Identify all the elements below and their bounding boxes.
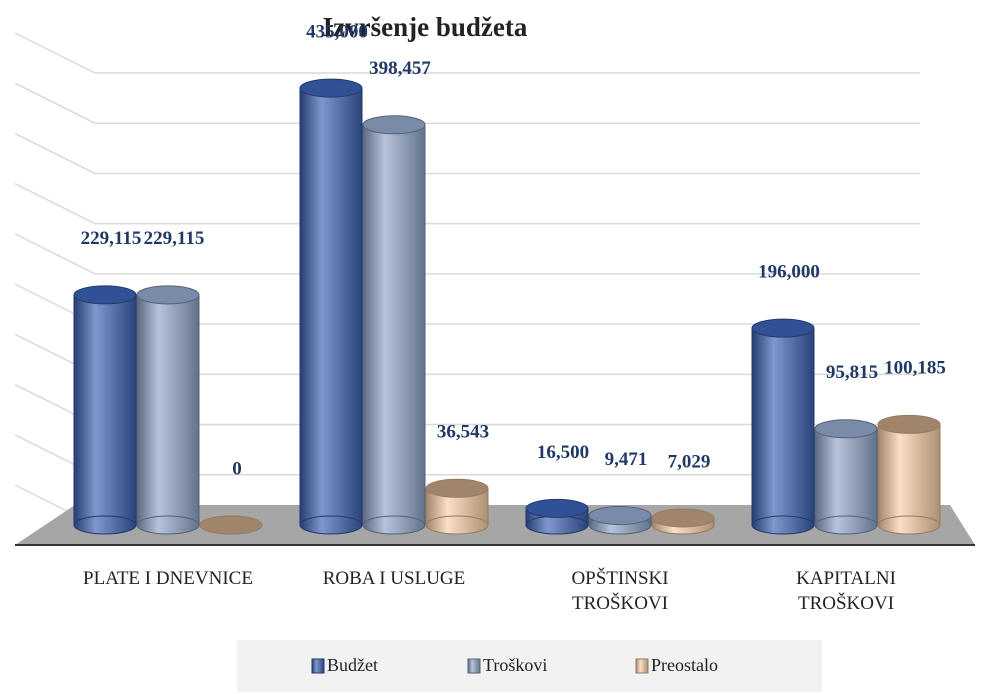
data-label: 100,185 [884, 358, 946, 379]
cylinder-body [137, 294, 199, 525]
grid-line [14, 82, 920, 124]
cylinder-body [300, 88, 362, 526]
cylinder-top [651, 508, 715, 528]
cylinder-bottom [877, 515, 941, 535]
cylinder-top [588, 505, 652, 525]
cylinder-bottom [362, 515, 426, 535]
cylinder-bottom [425, 515, 489, 535]
cylinder [362, 115, 426, 535]
grid-line [14, 32, 920, 74]
cylinder-body [74, 294, 136, 525]
grid-line [14, 182, 920, 225]
cylinder-bottom [73, 515, 137, 535]
cylinder [651, 508, 715, 535]
cylinder-body [363, 124, 425, 525]
cylinder-top [73, 285, 137, 305]
cylinder-top [425, 478, 489, 498]
legend-swatch [467, 658, 481, 674]
data-label: 196,000 [758, 261, 820, 282]
data-label: 16,500 [537, 442, 589, 463]
cylinder-bottom [751, 515, 815, 535]
cylinder-top [199, 515, 263, 535]
data-label: 36,543 [437, 422, 489, 443]
x-tick-label: PLATE I DNEVNICE [83, 568, 253, 589]
data-label: 9,471 [605, 449, 648, 470]
cylinder-bottom [299, 515, 363, 535]
cylinder-body [878, 424, 940, 525]
cylinder-bottom [525, 515, 589, 535]
data-label: 0 [232, 458, 242, 479]
cylinder [814, 419, 878, 535]
legend-label: Preostalo [651, 655, 718, 675]
chart-title: Izvršenje budžeta [323, 12, 528, 42]
cylinder [425, 478, 489, 535]
cylinder [751, 318, 815, 535]
legend-label: Troškovi [483, 655, 547, 675]
cylinder-top [814, 419, 878, 439]
x-tick-label: KAPITALNI TROŠKOVI [796, 568, 896, 614]
x-tick-label: ROBA I USLUGE [322, 568, 466, 589]
legend-swatch [635, 658, 649, 674]
data-label: 435,000 [306, 21, 368, 42]
cylinder-top [362, 115, 426, 135]
cylinder-top [877, 414, 941, 434]
cylinder-top [525, 498, 589, 518]
cylinder [199, 515, 263, 535]
cylinder-body [752, 328, 814, 525]
x-tick-label: OPŠTINSKI TROŠKOVI [571, 568, 669, 614]
data-label: 398,457 [369, 58, 431, 79]
cylinder-top [299, 78, 363, 98]
cylinder [136, 285, 200, 535]
cylinder-top [136, 285, 200, 305]
grid-line [14, 132, 920, 175]
cylinder [525, 498, 589, 535]
cylinder [877, 414, 941, 535]
cylinder-body [815, 428, 877, 525]
cylinder [73, 285, 137, 535]
data-label: 7,029 [668, 451, 711, 472]
data-label: 95,815 [826, 362, 878, 383]
cylinder-bottom [814, 515, 878, 535]
legend-label: Budžet [327, 655, 378, 675]
legend-box [237, 640, 822, 692]
cylinder-top [751, 318, 815, 338]
data-label: 229,115 [144, 228, 205, 249]
cylinder-bottom [136, 515, 200, 535]
cylinder [588, 505, 652, 535]
cylinder [299, 78, 363, 535]
data-label: 229,115 [81, 228, 142, 249]
legend-swatch [311, 658, 325, 674]
grid-line [14, 233, 920, 275]
floor [15, 505, 975, 545]
